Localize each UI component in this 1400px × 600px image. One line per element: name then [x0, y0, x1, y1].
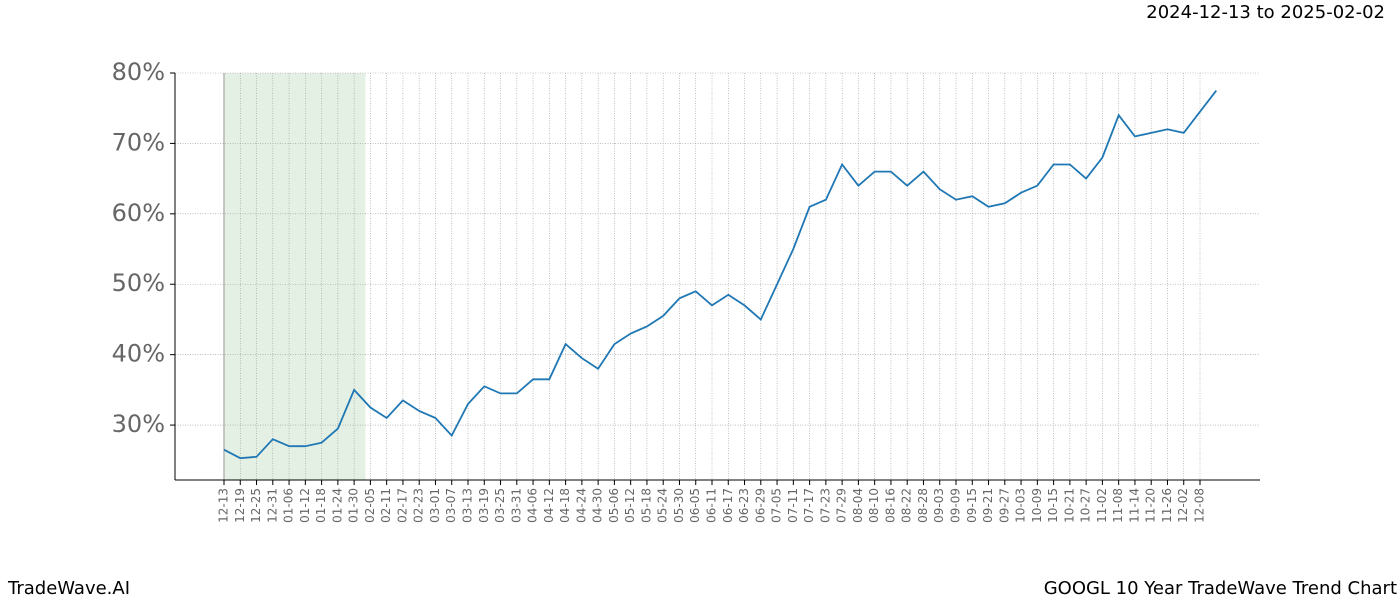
x-tick-label: 12-19	[233, 488, 247, 523]
x-tick-label: 08-28	[916, 488, 930, 523]
x-tick-label: 02-05	[363, 488, 377, 523]
y-tick-label: 50%	[112, 269, 165, 297]
x-tick-label: 10-09	[1030, 488, 1044, 523]
x-tick-label: 01-18	[314, 488, 328, 523]
x-tick-label: 02-11	[379, 488, 393, 523]
x-tick-label: 04-30	[591, 488, 605, 523]
price-line	[223, 90, 1218, 460]
x-tick-label: 06-11	[705, 488, 719, 523]
x-tick-label: 04-12	[542, 488, 556, 523]
x-tick-label: 10-15	[1046, 488, 1060, 523]
x-tick-label: 07-11	[786, 488, 800, 523]
x-tick-label: 02-17	[395, 488, 409, 523]
x-tick-label: 11-26	[1160, 488, 1174, 523]
x-tick-label: 12-13	[217, 488, 231, 523]
x-tick-label: 01-12	[298, 488, 312, 523]
x-tick-label: 01-24	[330, 488, 344, 523]
y-tick-label: 80%	[112, 58, 165, 86]
x-tick-label: 12-02	[1176, 488, 1190, 523]
x-tick-label: 09-09	[949, 488, 963, 523]
highlight-region	[224, 73, 366, 480]
y-tick-label: 70%	[112, 128, 165, 156]
footer-left: TradeWave.AI	[7, 578, 130, 599]
x-tick-label: 03-25	[493, 488, 507, 523]
x-tick-label: 12-08	[1193, 488, 1207, 523]
plot: 30%40%50%60%70%80%12-13 12-19 12-25 12-31 01…	[112, 58, 1260, 523]
chart-subtitle: 2024-12-13 to 2025-02-02	[1146, 2, 1385, 23]
x-tick-label: 10-03	[1014, 488, 1028, 523]
x-tick-label: 04-06	[526, 488, 540, 523]
x-tick-label: 09-27	[997, 488, 1011, 523]
x-tick-label: 05-12	[623, 488, 637, 523]
x-tick-label: 06-23	[737, 488, 751, 523]
y-tick-label: 30%	[112, 410, 165, 438]
x-tick-label: 12-31	[265, 488, 279, 523]
x-tick-label: 05-30	[672, 488, 686, 523]
x-tick-label: 04-24	[574, 488, 588, 523]
x-tick-label: 12-25	[249, 488, 263, 523]
y-tick-label: 60%	[112, 199, 165, 227]
x-tick-label: 03-31	[509, 488, 523, 523]
x-tick-label: 06-17	[721, 488, 735, 523]
x-tick-label: 09-15	[965, 488, 979, 523]
x-tick-label: 06-05	[688, 488, 702, 523]
x-tick-label: 08-04	[851, 488, 865, 523]
x-tick-label: 08-16	[883, 488, 897, 523]
x-tick-label: 06-29	[753, 488, 767, 523]
x-tick-label: 10-27	[1079, 488, 1093, 523]
x-tick-label: 02-23	[412, 488, 426, 523]
x-tick-label: 03-01	[428, 488, 442, 523]
x-tick-label: 08-10	[867, 488, 881, 523]
x-tick-label: 11-02	[1095, 488, 1109, 523]
x-tick-label: 08-22	[900, 488, 914, 523]
x-tick-label: 07-29	[835, 488, 849, 523]
x-tick-label: 03-07	[444, 488, 458, 523]
x-tick-label: 05-24	[656, 488, 670, 523]
x-tick-label: 10-21	[1062, 488, 1076, 523]
x-tick-label: 11-20	[1144, 488, 1158, 523]
x-tick-label: 01-30	[347, 488, 361, 523]
x-tick-label: 05-06	[607, 488, 621, 523]
x-tick-label: 09-03	[932, 488, 946, 523]
x-tick-label: 07-05	[770, 488, 784, 523]
x-tick-label: 07-23	[818, 488, 832, 523]
x-tick-label: 09-21	[981, 488, 995, 523]
footer-right: GOOGL 10 Year TradeWave Trend Chart	[1044, 578, 1397, 599]
x-tick-label: 03-19	[477, 488, 491, 523]
y-tick-label: 40%	[112, 340, 165, 368]
x-tick-label: 07-17	[802, 488, 816, 523]
x-tick-label: 11-14	[1127, 488, 1141, 523]
x-tick-label: 11-08	[1111, 488, 1125, 523]
x-tick-label: 01-06	[282, 488, 296, 523]
x-tick-label: 05-18	[639, 488, 653, 523]
x-tick-label: 04-18	[558, 488, 572, 523]
x-tick-label: 03-13	[461, 488, 475, 523]
